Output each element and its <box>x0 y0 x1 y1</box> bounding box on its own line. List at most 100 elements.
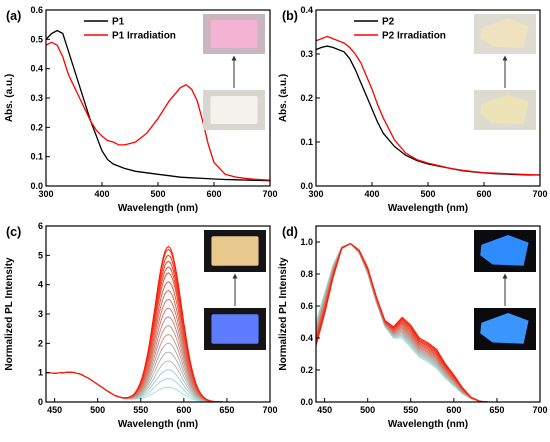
photo-pristine-film <box>203 90 265 130</box>
film-sample <box>480 18 529 48</box>
x-axis-title: Wavelength (nm) <box>118 419 198 430</box>
y-tick-label: 0.0 <box>30 181 43 191</box>
film-sample <box>211 314 259 344</box>
x-tick-label: 500 <box>90 405 105 415</box>
series-line-irradiated <box>46 41 270 181</box>
x-tick-label: 500 <box>420 189 435 199</box>
panel-b: 300 400 500 600 700 0.0 0.1 0.2 0.3 0.4 Wavelength… <box>278 5 548 214</box>
photo-irradiated-film <box>203 14 265 54</box>
y-tick-label: 0.8 <box>300 269 313 279</box>
x-tick-label: 700 <box>532 189 547 199</box>
y-tick-label: 5 <box>38 250 43 260</box>
y-tick-label: 1.0 <box>300 237 313 247</box>
y-tick-label: 4 <box>38 280 43 290</box>
photo-pristine-film <box>474 90 536 130</box>
x-tick-label: 650 <box>489 405 504 415</box>
series-line <box>46 245 270 402</box>
film-sample <box>210 96 258 124</box>
series-line <box>46 360 270 402</box>
photo-pristine-film <box>474 308 536 350</box>
x-tick-label: 600 <box>446 405 461 415</box>
panel-c: 450 500 550 600 650 700 0 1 2 3 4 5 6 Wavelength (nm)… <box>4 221 278 430</box>
y-axis-title: Normalized PL Intensity <box>4 257 15 371</box>
y-tick-label: 0.0 <box>300 397 313 407</box>
series-line <box>46 369 270 402</box>
photo-irradiated-film <box>474 230 536 272</box>
y-tick-label: 0.1 <box>30 152 43 162</box>
y-tick-label: 0 <box>38 397 43 407</box>
y-tick-label: 0.4 <box>300 5 313 15</box>
panel-label: (c) <box>6 225 21 239</box>
x-tick-label: 400 <box>94 189 109 199</box>
x-axis-title: Wavelength (nm) <box>118 203 198 214</box>
y-tick-label: 3 <box>38 309 43 319</box>
legend: P1 P1 Irradiation <box>84 17 176 42</box>
series-line <box>316 243 540 402</box>
plot-area <box>46 29 270 182</box>
plot-area <box>316 35 540 176</box>
panel-label: (a) <box>6 9 21 23</box>
series-line-irradiated <box>316 35 540 176</box>
y-tick-label: 0.1 <box>300 137 313 147</box>
y-tick-label: 2 <box>38 338 43 348</box>
y-tick-label: 0.3 <box>300 49 313 59</box>
photo-irradiated-film <box>204 230 266 272</box>
plot-area <box>46 245 270 402</box>
y-tick-label: 0.2 <box>300 365 313 375</box>
panel-a: 300 400 500 600 700 0.0 0.1 0.2 0.3 0.4 0.5 0.6 Wave… <box>4 5 278 214</box>
legend-label: P1 <box>112 17 125 28</box>
y-axis-title: Abs. (a.u.) <box>4 74 15 122</box>
plot-frame <box>315 225 541 403</box>
film-sample <box>211 236 259 266</box>
y-tick-label: 0.4 <box>30 64 43 74</box>
series-line <box>46 371 270 402</box>
panel-label: (b) <box>282 9 298 23</box>
x-axis-title: Wavelength (nm) <box>388 419 468 430</box>
x-tick-label: 450 <box>317 405 332 415</box>
x-tick-label: 650 <box>219 405 234 415</box>
series-line <box>46 371 270 402</box>
y-axis-title: Normalized PL Intensity <box>278 257 289 371</box>
x-tick-label: 300 <box>38 189 53 199</box>
y-tick-label: 1 <box>38 368 43 378</box>
x-tick-label: 500 <box>150 189 165 199</box>
x-tick-label: 600 <box>176 405 191 415</box>
photo-pristine-film <box>204 308 266 350</box>
series-line-pristine <box>46 29 270 182</box>
y-tick-label: 0.2 <box>30 122 43 132</box>
legend-label: P2 <box>382 17 395 28</box>
plot-area <box>316 243 540 402</box>
x-tick-label: 400 <box>364 189 379 199</box>
x-tick-label: 700 <box>262 405 277 415</box>
legend-label: P2 Irradiation <box>382 31 446 42</box>
film-sample <box>480 235 529 266</box>
y-tick-label: 0.2 <box>300 93 313 103</box>
panel-d: 450 500 550 600 650 700 0.0 0.2 0.4 0.6 0.8 1.0 Wave… <box>278 225 548 430</box>
film-sample <box>480 313 529 344</box>
y-tick-label: 0.5 <box>30 34 43 44</box>
x-tick-label: 550 <box>133 405 148 415</box>
x-tick-label: 600 <box>206 189 221 199</box>
x-tick-label: 450 <box>47 405 62 415</box>
y-tick-label: 0.3 <box>30 93 43 103</box>
x-tick-label: 600 <box>476 189 491 199</box>
photo-irradiated-film <box>474 14 536 54</box>
x-tick-label: 700 <box>532 405 547 415</box>
x-tick-label: 500 <box>360 405 375 415</box>
y-tick-label: 0.6 <box>300 301 313 311</box>
y-tick-label: 0.0 <box>300 181 313 191</box>
x-axis-title: Wavelength (nm) <box>388 203 468 214</box>
film-sample <box>480 94 529 124</box>
y-tick-label: 0.6 <box>30 5 43 15</box>
film-sample <box>210 20 258 48</box>
y-tick-label: 6 <box>38 221 43 231</box>
panel-label: (d) <box>282 225 298 239</box>
y-axis-title: Abs. (a.u.) <box>278 74 289 122</box>
x-tick-label: 550 <box>403 405 418 415</box>
y-tick-label: 0.4 <box>300 333 313 343</box>
x-tick-label: 300 <box>308 189 323 199</box>
legend: P2 P2 Irradiation <box>354 17 446 42</box>
x-tick-label: 700 <box>262 189 277 199</box>
legend-label: P1 Irradiation <box>112 31 176 42</box>
